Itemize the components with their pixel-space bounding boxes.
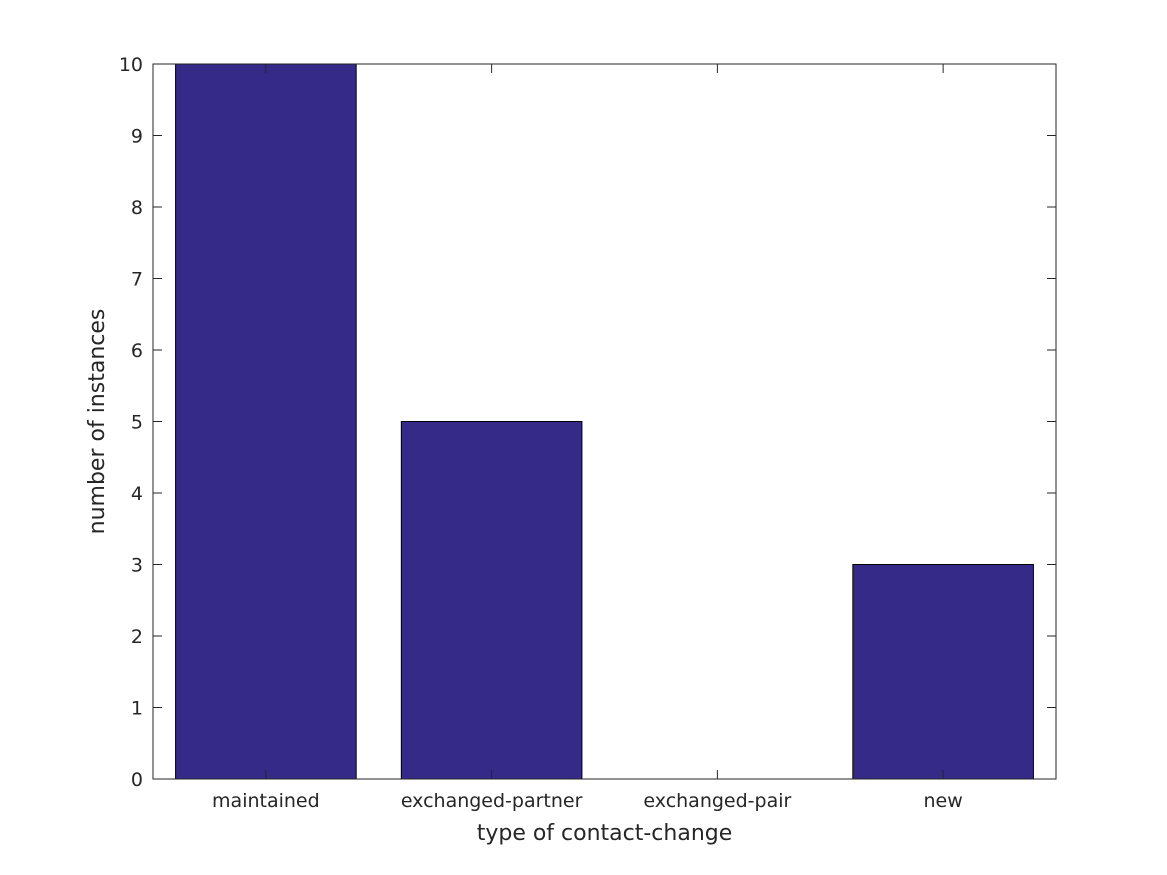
y-tick-label: 10 bbox=[119, 54, 143, 76]
bar-maintained bbox=[175, 63, 357, 780]
y-tick-label: 5 bbox=[131, 412, 143, 434]
bars-group bbox=[175, 63, 1034, 780]
y-tick-label: 6 bbox=[131, 340, 143, 362]
x-tick-label: exchanged-partner bbox=[401, 790, 583, 812]
x-tick-label: exchanged-pair bbox=[643, 790, 791, 812]
y-tick-label: 0 bbox=[131, 769, 143, 791]
y-tick-label: 9 bbox=[131, 126, 143, 148]
tick-labels-group: maintained exchanged-partner exchanged-pai… bbox=[119, 54, 963, 812]
y-tick-label: 8 bbox=[131, 197, 143, 219]
y-axis-label: number of instances bbox=[85, 309, 110, 535]
bar-exchanged-partner bbox=[400, 421, 583, 780]
x-tick-label: new bbox=[923, 790, 962, 812]
y-tick-label: 1 bbox=[131, 698, 143, 720]
y-tick-label: 3 bbox=[131, 555, 143, 577]
y-tick-label: 4 bbox=[131, 483, 143, 505]
x-tick-label: maintained bbox=[212, 790, 320, 812]
y-tick-label: 2 bbox=[131, 626, 143, 648]
ticks-group bbox=[153, 63, 1056, 780]
y-tick-label: 7 bbox=[131, 269, 143, 291]
bar-new bbox=[852, 564, 1034, 780]
x-axis-label: type of contact-change bbox=[477, 821, 733, 846]
